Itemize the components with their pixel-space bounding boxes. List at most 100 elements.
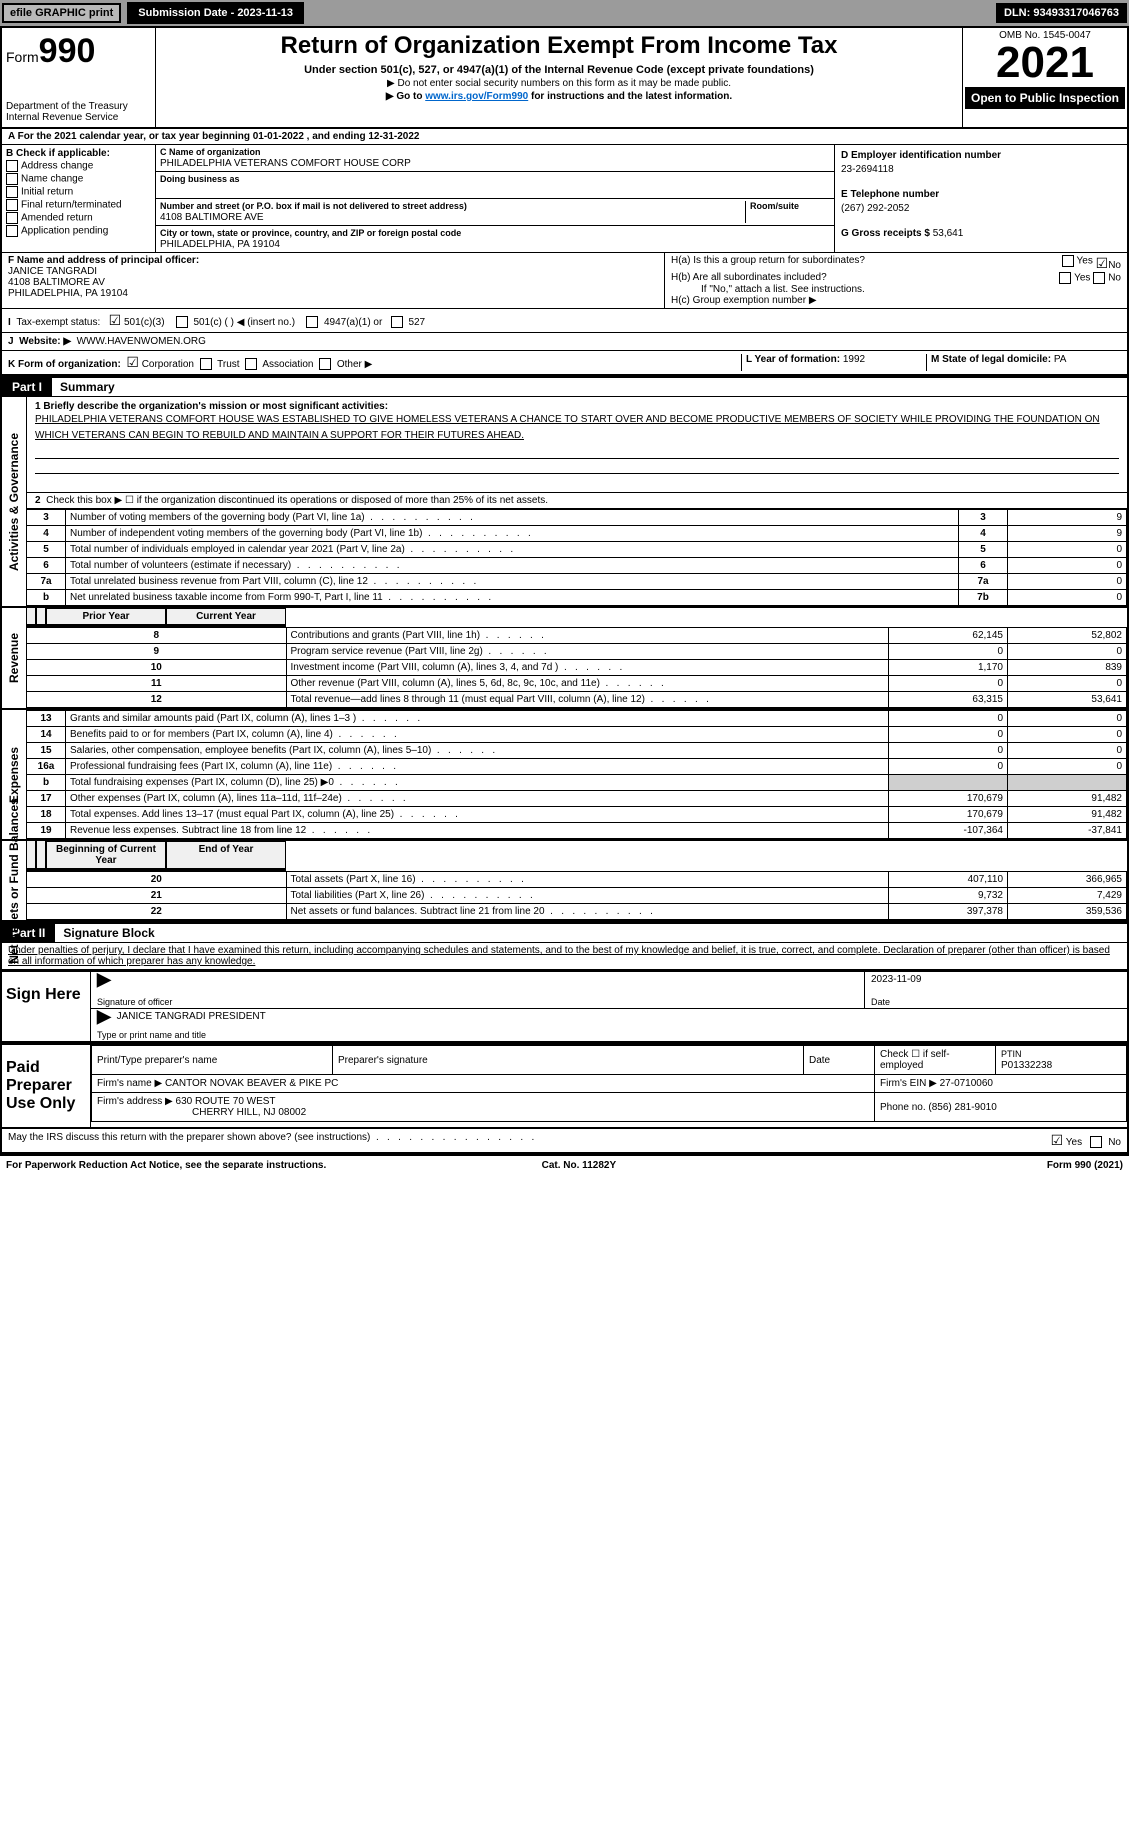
tax-status-row: I Tax-exempt status: ☑ 501(c)(3) 501(c) …: [2, 309, 1127, 333]
website-label: Website: ▶: [19, 336, 71, 347]
website-value: WWW.HAVENWOMEN.ORG: [77, 336, 206, 347]
header-right: OMB No. 1545-0047 2021 Open to Public In…: [962, 28, 1127, 127]
chk-4947[interactable]: [306, 316, 318, 328]
street-address: 4108 BALTIMORE AVE: [160, 212, 264, 223]
hb-note: If "No," attach a list. See instructions…: [671, 284, 1121, 295]
addr-label: Number and street (or P.O. box if mail i…: [160, 201, 467, 211]
tab-governance: Activities & Governance: [2, 397, 27, 606]
line2-text: Check this box ▶ ☐ if the organization d…: [46, 495, 548, 506]
chk-527[interactable]: [391, 316, 403, 328]
year-formation-label: L Year of formation:: [746, 354, 840, 365]
table-row: 18Total expenses. Add lines 13–17 (must …: [27, 807, 1127, 823]
form-container: Form990 Department of the Treasury Inter…: [0, 26, 1129, 1156]
ptin-value: P01332238: [1001, 1060, 1052, 1071]
declaration: Under penalties of perjury, I declare th…: [2, 943, 1127, 970]
sign-date: 2023-11-09: [871, 974, 921, 985]
ha-yes[interactable]: Yes: [1062, 255, 1093, 272]
dba-label: Doing business as: [160, 174, 240, 184]
part2-header: Part II Signature Block: [2, 922, 1127, 943]
col-begin: Beginning of Current Year: [46, 841, 166, 869]
table-row: 21Total liabilities (Part X, line 26)9,7…: [27, 888, 1127, 904]
table-row: 20Total assets (Part X, line 16)407,1103…: [27, 872, 1127, 888]
section-revenue: Revenue Prior YearCurrent Year 8Contribu…: [2, 608, 1127, 710]
table-row: 12Total revenue—add lines 8 through 11 (…: [27, 692, 1127, 708]
prep-date-hdr: Date: [804, 1046, 875, 1075]
firm-ein: 27-0710060: [940, 1078, 993, 1089]
hb-no[interactable]: No: [1093, 272, 1121, 284]
officer-addr1: 4108 BALTIMORE AV: [8, 277, 105, 288]
tab-revenue: Revenue: [2, 608, 27, 708]
efile-badge[interactable]: efile GRAPHIC print: [2, 3, 121, 23]
ein-value: 23-2694118: [841, 164, 1121, 175]
col-curr: Current Year: [166, 608, 286, 625]
hb-yes[interactable]: Yes: [1059, 272, 1090, 284]
form-subtitle: Under section 501(c), 527, or 4947(a)(1)…: [164, 64, 954, 76]
table-row: 3Number of voting members of the governi…: [27, 510, 1127, 526]
mission-text: PHILADELPHIA VETERANS COMFORT HOUSE WAS …: [35, 414, 1100, 441]
block-right: D Employer identification number 23-2694…: [834, 145, 1127, 252]
chk-amended[interactable]: Amended return: [6, 212, 151, 224]
period-text: For the 2021 calendar year, or tax year …: [18, 131, 420, 142]
part1-title: Summary: [52, 378, 123, 396]
hb-label: H(b) Are all subordinates included?: [671, 272, 1059, 284]
submission-date[interactable]: Submission Date - 2023-11-13: [127, 2, 304, 24]
officer-name: JANICE TANGRADI: [8, 266, 97, 277]
room-label: Room/suite: [750, 201, 799, 211]
header-mid: Return of Organization Exempt From Incom…: [156, 28, 962, 127]
ha-no[interactable]: ☑No: [1096, 255, 1121, 272]
firm-name: CANTOR NOVAK BEAVER & PIKE PC: [165, 1078, 338, 1089]
self-emp-hdr[interactable]: Check ☐ if self-employed: [875, 1046, 996, 1075]
section-governance: Activities & Governance 1 Briefly descri…: [2, 397, 1127, 608]
org-name: PHILADELPHIA VETERANS COMFORT HOUSE CORP: [160, 158, 411, 169]
chk-address[interactable]: Address change: [6, 160, 151, 172]
chk-501c[interactable]: [176, 316, 188, 328]
chk-trust[interactable]: [200, 358, 212, 370]
table-row: 4Number of independent voting members of…: [27, 526, 1127, 542]
prep-sig-hdr: Preparer's signature: [333, 1046, 804, 1075]
tax-status-label: Tax-exempt status:: [16, 317, 100, 328]
table-row: bTotal fundraising expenses (Part IX, co…: [27, 775, 1127, 791]
section-netassets: Net Assets or Fund Balances Beginning of…: [2, 841, 1127, 922]
discuss-row: May the IRS discuss this return with the…: [2, 1129, 1127, 1154]
irs-link[interactable]: www.irs.gov/Form990: [425, 91, 528, 102]
discuss-yes[interactable]: ☑: [1051, 1132, 1064, 1148]
chk-corp[interactable]: ☑: [126, 354, 139, 370]
discuss-text: May the IRS discuss this return with the…: [8, 1132, 534, 1149]
name-label: C Name of organization: [160, 147, 261, 157]
firm-addr-label: Firm's address ▶: [97, 1096, 173, 1107]
footer-right: Form 990 (2021): [1047, 1160, 1123, 1171]
chk-assoc[interactable]: [245, 358, 257, 370]
chk-other[interactable]: [319, 358, 331, 370]
table-row: 11Other revenue (Part VIII, column (A), …: [27, 676, 1127, 692]
chk-initial[interactable]: Initial return: [6, 186, 151, 198]
state-domicile: PA: [1054, 354, 1067, 365]
discuss-no[interactable]: [1090, 1136, 1102, 1148]
orgform-label: K Form of organization:: [8, 359, 121, 370]
officer-label: F Name and address of principal officer:: [8, 255, 199, 266]
phone-value: (267) 292-2052: [841, 203, 1121, 214]
topbar: efile GRAPHIC print Submission Date - 20…: [0, 0, 1129, 26]
officer-addr2: PHILADELPHIA, PA 19104: [8, 288, 128, 299]
part2-title: Signature Block: [55, 924, 162, 942]
chk-501c3[interactable]: ☑: [109, 312, 122, 328]
period-row: A For the 2021 calendar year, or tax yea…: [2, 129, 1127, 145]
block-c: C Name of organization PHILADELPHIA VETE…: [156, 145, 834, 252]
header-left: Form990 Department of the Treasury Inter…: [2, 28, 156, 127]
table-row: 22Net assets or fund balances. Subtract …: [27, 904, 1127, 920]
chk-pending[interactable]: Application pending: [6, 225, 151, 237]
chk-name[interactable]: Name change: [6, 173, 151, 185]
mission-label: 1 Briefly describe the organization's mi…: [35, 401, 388, 412]
ein-label: D Employer identification number: [841, 150, 1001, 161]
table-row: 8Contributions and grants (Part VIII, li…: [27, 628, 1127, 644]
footer: For Paperwork Reduction Act Notice, see …: [0, 1156, 1129, 1175]
sign-here-label: Sign Here: [2, 972, 91, 1041]
firm-addr1: 630 ROUTE 70 WEST: [176, 1096, 276, 1107]
arrow-icon: ▶: [97, 974, 111, 985]
table-row: 5Total number of individuals employed in…: [27, 542, 1127, 558]
table-row: 13Grants and similar amounts paid (Part …: [27, 711, 1127, 727]
netassets-table: Beginning of Current YearEnd of Year 20T…: [27, 841, 1127, 920]
col-prior: Prior Year: [46, 608, 166, 625]
chk-final[interactable]: Final return/terminated: [6, 199, 151, 211]
dln: DLN: 93493317046763: [996, 3, 1127, 23]
tax-year: 2021: [965, 41, 1125, 85]
